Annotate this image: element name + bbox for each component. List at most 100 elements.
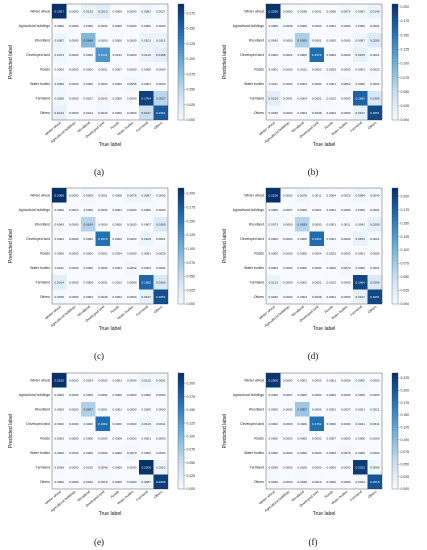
colorbar-tick-label: 0.175	[187, 395, 196, 399]
colorbar-segment	[178, 117, 184, 121]
heatmap-cell	[81, 91, 96, 106]
heatmap-cell	[52, 4, 67, 19]
heatmap-cell	[338, 91, 353, 106]
cell-value: 0.2098	[55, 193, 65, 197]
cell-value: 0.0000	[283, 295, 293, 299]
cell-value: 0.0011	[269, 82, 279, 86]
heatmap-cell	[338, 246, 353, 261]
heatmap-cell	[110, 217, 125, 232]
heatmap-cell	[309, 275, 324, 290]
cell-value: 0.0000	[113, 82, 123, 86]
colorbar-segment	[392, 436, 398, 440]
colorbar-segment	[392, 47, 398, 51]
cell-value: 0.1591	[156, 111, 166, 115]
x-tick-label: Farmland	[349, 490, 363, 502]
heatmap-cell	[110, 373, 125, 388]
cell-value: 0.0002	[84, 237, 94, 241]
colorbar-tick-label: 0.125	[187, 233, 196, 237]
heatmap-cell	[367, 246, 382, 261]
cell-value: 0.0062	[127, 266, 137, 270]
heatmap-cell	[266, 275, 281, 290]
cell-value: 0.0000	[298, 208, 308, 212]
cell-value: 0.0003	[55, 436, 65, 440]
heatmap-cell	[324, 373, 339, 388]
cell-value: 0.0019	[98, 480, 108, 484]
cell-value: 0.0000	[298, 393, 308, 397]
colorbar-segment	[392, 27, 398, 31]
cell-value: 0.0000	[283, 82, 293, 86]
cell-value: 0.0000	[127, 208, 137, 212]
colorbar-segment	[178, 205, 184, 209]
cell-value: 0.0000	[69, 280, 79, 284]
colorbar-tick-label: 0.025	[187, 288, 196, 292]
heatmap-cell	[110, 202, 125, 217]
heatmap-cell	[309, 402, 324, 417]
y-tick-label: Farmland	[36, 96, 50, 100]
heatmap-cell	[52, 188, 67, 203]
colorbar-segment	[392, 289, 398, 293]
colorbar-segment	[392, 393, 398, 397]
cell-value: 0.0000	[341, 38, 351, 42]
colorbar-tick-label: 0.075	[401, 262, 410, 266]
heatmap-cell	[81, 260, 96, 275]
cell-value: 0.2192	[55, 378, 65, 382]
colorbar-segment	[178, 454, 184, 458]
cell-value: 0.0000	[127, 407, 137, 411]
cell-value: 0.0087	[142, 480, 152, 484]
colorbar-segment	[178, 59, 184, 63]
heatmap-cell	[52, 431, 67, 446]
colorbar-tick-label: 0.025	[401, 289, 410, 293]
heatmap-cell	[280, 474, 295, 489]
colorbar-segment	[392, 378, 398, 382]
cell-value: 0.0000	[127, 251, 137, 255]
cell-value: 0.2018	[370, 480, 380, 484]
cell-value: 0.0000	[69, 222, 79, 226]
colorbar-segment	[392, 93, 398, 98]
heatmap-cell	[295, 202, 310, 217]
colorbar-segment	[178, 231, 184, 235]
cell-value: 0.0007	[327, 436, 337, 440]
colorbar-segment	[392, 111, 398, 115]
colorbar-tick-label: 0.000	[187, 487, 196, 491]
heatmap-cell	[66, 202, 81, 217]
cell-value: 0.0026	[298, 465, 308, 469]
colorbar-segment	[178, 199, 184, 203]
colorbar-segment	[392, 91, 398, 95]
colorbar-segment	[178, 53, 184, 57]
cell-value: 0.0000	[341, 295, 351, 299]
heatmap-cell	[153, 33, 168, 48]
heatmap-cell	[153, 47, 168, 62]
colorbar-tick-label: 0.050	[401, 90, 410, 94]
y-tick-label: Farmland	[250, 465, 264, 469]
colorbar-segment	[178, 413, 184, 417]
colorbar-segment	[178, 483, 184, 487]
cell-value: 0.0025	[156, 251, 166, 255]
heatmap-cell	[153, 431, 168, 446]
cell-value: 0.0000	[113, 111, 123, 115]
colorbar-tick-label: 0.100	[401, 438, 410, 442]
heatmap-cell	[309, 289, 324, 304]
heatmap-cell	[367, 260, 382, 275]
colorbar-segment	[178, 4, 184, 8]
heatmap-cell	[324, 275, 339, 290]
x-axis-label: True label	[313, 142, 336, 148]
y-tick-label: Roads	[254, 436, 264, 440]
cell-value: 0.0004	[312, 251, 322, 255]
cell-value: 0.0004	[98, 208, 108, 212]
cell-value: 0.0002	[55, 237, 65, 241]
cell-value: 0.0001	[113, 378, 123, 382]
cell-value: 0.0007	[283, 393, 293, 397]
heatmap-cell	[52, 47, 67, 62]
colorbar-segment	[392, 214, 398, 218]
cell-value: 0.0000	[55, 480, 65, 484]
heatmap-cell	[153, 217, 168, 232]
heatmap-cell	[309, 231, 324, 246]
heatmap-cell	[124, 387, 139, 402]
heatmap-cell	[153, 231, 168, 246]
colorbar-segment	[178, 6, 184, 11]
cell-value: 0.0016	[341, 193, 351, 197]
heatmap-cell	[338, 416, 353, 431]
cell-value: 0.0002	[55, 422, 65, 426]
cell-value: 0.0000	[283, 38, 293, 42]
cell-value: 0.0048	[98, 465, 108, 469]
